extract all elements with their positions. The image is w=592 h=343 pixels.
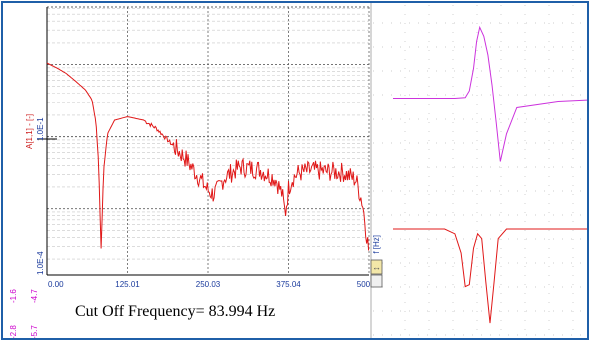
left-margin-tick-1: -1.6	[9, 289, 18, 303]
x-tick-label: 0.00	[48, 280, 64, 289]
spectrum-x-ticks: 0.00 125.01 250.03 375.04 500.06	[48, 280, 382, 289]
chart-canvas: 0.00 125.01 250.03 375.04 500.06 A[1,1] - [-…	[9, 3, 587, 339]
x-tick-label: 375.04	[276, 280, 301, 289]
arrow-icon: ↔	[372, 262, 381, 272]
spectrum-grid	[46, 6, 370, 275]
crosshair-cursor-icon	[37, 129, 57, 149]
upper-trace-line	[393, 25, 587, 162]
spectrum-line	[46, 62, 370, 251]
y-lower-label: 1.0E-4	[36, 251, 45, 275]
x-tick-label: 125.01	[115, 280, 140, 289]
x-tick-label: 500.06	[357, 280, 382, 289]
axis-button-down	[370, 274, 383, 288]
y-axis-label: A[1,1] - [-]	[25, 114, 34, 149]
left-margin-tick-4: -5.7	[30, 325, 39, 339]
x-unit-label: f [Hz]	[372, 235, 381, 254]
left-margin-tick-2: -4.7	[30, 289, 39, 303]
lower-trace-line	[393, 228, 587, 324]
x-tick-label: 250.03	[196, 280, 221, 289]
waveform-grid	[370, 3, 587, 338]
cutoff-frequency-label: Cut Off Frequency= 83.994 Hz	[75, 303, 276, 320]
left-margin-tick-3: -2.8	[9, 325, 18, 339]
axis-button-up	[370, 259, 383, 275]
y-upper-label: 1.0E-1	[36, 117, 45, 141]
axis-scroll-buttons[interactable]: ↔	[370, 259, 383, 288]
